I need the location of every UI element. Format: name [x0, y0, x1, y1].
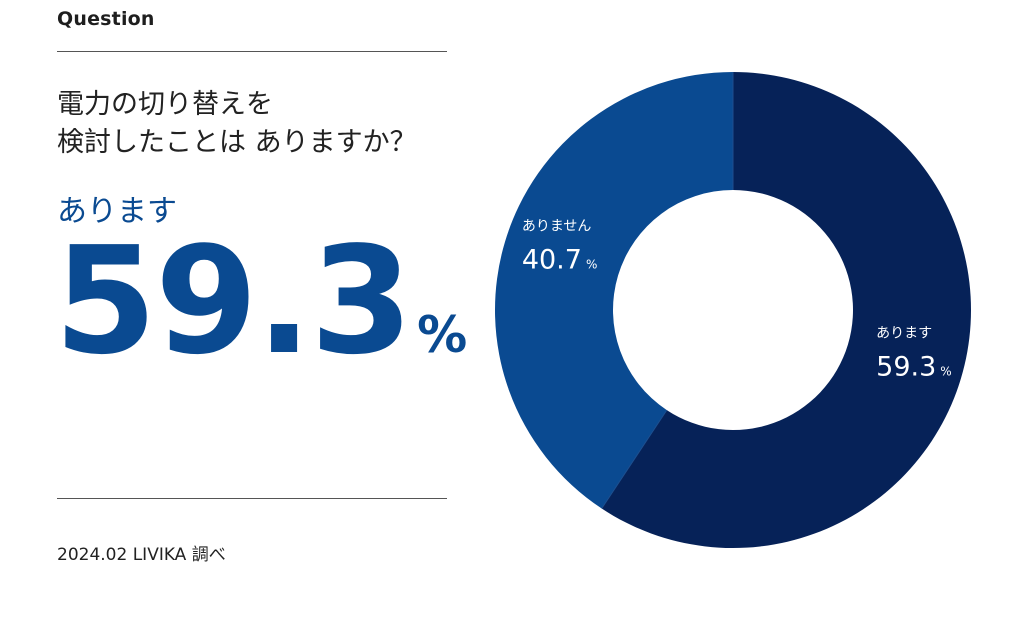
slice-name: ありません [522, 219, 592, 235]
slice-label-no: ありません 40.7% [522, 219, 598, 276]
slice-value: 59.3% [876, 351, 952, 382]
donut-slice-yes [601, 72, 971, 548]
question-line-1: 電力の切り替えを [57, 89, 273, 120]
top-divider [57, 51, 447, 52]
question-line-2: 検討したことは ありますか？ [57, 127, 417, 158]
highlight-value: 59.3% [54, 226, 467, 376]
slice-name: あります [876, 325, 932, 341]
bottom-divider [57, 498, 447, 499]
slice-value: 40.7% [522, 245, 598, 276]
donut-slice-no [495, 72, 733, 509]
highlight-answer-label: あります [57, 194, 177, 229]
slice-separator [601, 409, 668, 509]
source-note: 2024.02 LIVIKA 調べ [57, 545, 226, 565]
slice-label-yes: あります 59.3% [876, 325, 952, 382]
question-text: 電力の切り替えを 検討したことは ありますか？ [57, 86, 417, 162]
highlight-unit: % [417, 306, 468, 364]
highlight-number: 59.3 [54, 215, 413, 387]
section-label: Question [57, 8, 155, 30]
